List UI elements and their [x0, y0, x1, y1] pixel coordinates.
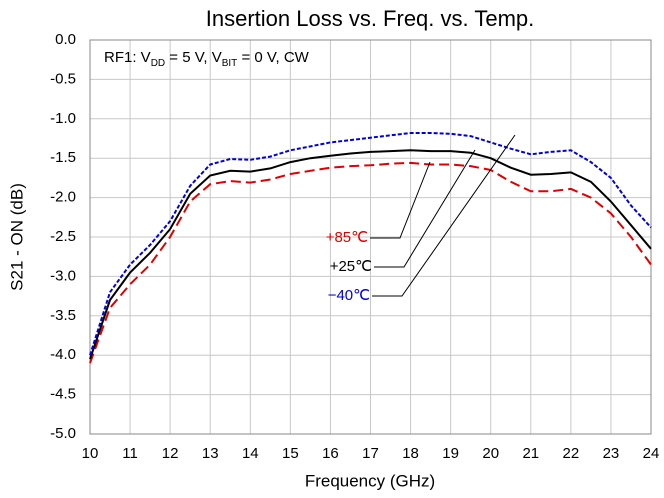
annotation-part: RF1: V [104, 49, 151, 66]
x-tick-label: 22 [563, 445, 580, 462]
series-label: +85℃ [326, 229, 368, 246]
x-tick-label: 23 [603, 445, 620, 462]
y-tick-label: -3.5 [50, 307, 76, 324]
x-tick-label: 19 [442, 445, 459, 462]
x-tick-label: 20 [482, 445, 499, 462]
x-tick-label: 14 [242, 445, 259, 462]
x-tick-label: 13 [202, 445, 219, 462]
leader-line [370, 161, 431, 239]
y-tick-label: -1.0 [50, 110, 76, 127]
series-line [89, 161, 652, 364]
x-tick-label: 24 [643, 445, 660, 462]
annotation-part: = 5 V, V [165, 49, 222, 66]
y-tick-label: -5.0 [50, 425, 76, 442]
x-tick-label: 15 [282, 445, 299, 462]
annotation: RF1: VDD = 5 V, VBIT = 0 V, CW [104, 49, 310, 69]
series-line [89, 132, 652, 356]
y-axis-label: S21 - ON (dB) [7, 183, 26, 291]
series-label: +25℃ [330, 258, 372, 275]
leader-line [372, 134, 516, 297]
x-tick-label: 17 [362, 445, 379, 462]
y-tick-label: -0.5 [50, 70, 76, 87]
series-label: −40℃ [328, 287, 370, 304]
annotation-part: = 0 V, CW [237, 49, 309, 66]
plot-frame [89, 39, 652, 435]
y-tick-label: -3.0 [50, 267, 76, 284]
annotation-part: DD [151, 58, 165, 69]
y-tick-label: -1.5 [50, 149, 76, 166]
annotation-part: BIT [222, 58, 238, 69]
y-tick-label: -2.0 [50, 189, 76, 206]
leader-line [374, 149, 476, 268]
y-tick-label: -2.5 [50, 228, 76, 245]
y-tick-label: -4.0 [50, 346, 76, 363]
x-tick-label: 16 [322, 445, 339, 462]
x-tick-label: 12 [162, 445, 179, 462]
x-tick-label: 10 [82, 445, 99, 462]
x-tick-label: 11 [122, 445, 138, 462]
series-line [89, 149, 652, 360]
x-tick-label: 18 [402, 445, 419, 462]
y-tick-label: 0.0 [55, 31, 76, 48]
x-axis-label: Frequency (GHz) [305, 471, 435, 490]
chart-title: Insertion Loss vs. Freq. vs. Temp. [206, 6, 535, 31]
x-tick-label: 21 [522, 445, 539, 462]
y-tick-label: -4.5 [50, 386, 76, 403]
